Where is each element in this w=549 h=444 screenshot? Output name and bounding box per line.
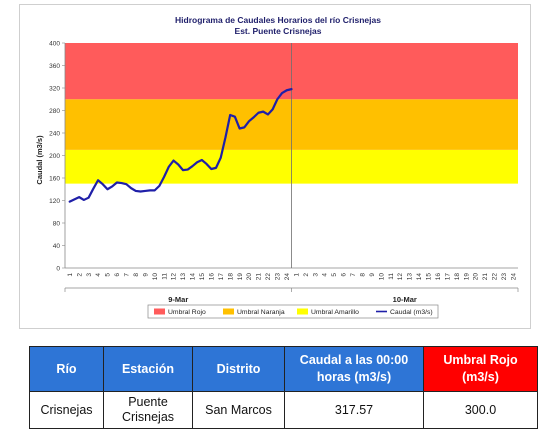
x-tick-label: 16 <box>435 273 442 281</box>
x-tick-label: 22 <box>492 273 499 281</box>
day-labels: 9-Mar 10-Mar <box>64 287 519 304</box>
header-caudal: Caudal a las 00:00 horas (m3/s) <box>284 346 424 392</box>
x-tick-label: 10 <box>152 273 159 281</box>
x-tick-label: 21 <box>256 273 263 281</box>
y-tick-label: 120 <box>49 198 60 205</box>
y-tick-label: 40 <box>53 243 61 250</box>
x-tick-label: 24 <box>510 273 517 281</box>
legend-label-umbral-amarillo: Umbral Amarillo <box>311 309 359 316</box>
x-tick-label: 9 <box>142 273 149 277</box>
summary-table: Río Estación Distrito Caudal a las 00:00… <box>29 346 538 429</box>
x-tick-label: 7 <box>350 273 357 277</box>
y-tick-label: 80 <box>53 220 61 227</box>
x-tick-label: 20 <box>473 273 480 281</box>
x-tick-label: 15 <box>199 273 206 281</box>
x-tick-label: 23 <box>275 273 282 281</box>
x-tick-label: 3 <box>86 273 93 277</box>
table-row: Crisnejas Puente Crisnejas San Marcos 31… <box>29 391 538 429</box>
x-tick-label: 19 <box>237 273 244 281</box>
legend-box <box>147 304 439 319</box>
x-tick-label: 5 <box>105 273 112 277</box>
chart-subtitle: Est. Puente Crisnejas <box>235 26 322 36</box>
x-tick-label: 11 <box>388 273 395 280</box>
y-tick-label: 280 <box>49 108 60 115</box>
chart-title: Hidrograma de Caudales Horarios del río … <box>175 15 381 25</box>
legend-swatch-umbral-amarillo <box>297 308 308 315</box>
x-tick-label: 17 <box>444 273 451 281</box>
y-tick-label: 200 <box>49 153 60 160</box>
y-axis-label: Caudal (m3/s) <box>35 135 44 185</box>
series <box>68 88 293 203</box>
x-tick-label: 17 <box>218 273 225 281</box>
x-tick-label: 12 <box>397 273 404 281</box>
legend-swatch-umbral-naranja <box>223 308 234 315</box>
header-distrito: Distrito <box>192 346 285 392</box>
x-tick-label: 20 <box>246 273 253 281</box>
x-tick-label: 2 <box>76 273 83 277</box>
day-label: 10-Mar <box>393 295 417 304</box>
x-tick-label: 10 <box>378 273 385 281</box>
x-tick-label: 7 <box>124 273 131 277</box>
hydrograph-chart: Hidrograma de Caudales Horarios del río … <box>35 15 519 319</box>
caudal-series-line <box>68 88 293 203</box>
table-header-row: Río Estación Distrito Caudal a las 00:00… <box>29 346 538 392</box>
x-tick-label: 12 <box>171 273 178 281</box>
day-label: 9-Mar <box>168 295 188 304</box>
x-tick-label: 13 <box>407 273 414 281</box>
y-tick-label: 160 <box>49 175 60 182</box>
legend: Umbral Rojo Umbral Naranja Umbral Amarillo… <box>147 304 439 319</box>
header-umbral-rojo: Umbral Rojo (m3/s) <box>423 346 538 392</box>
x-tick-label: 18 <box>454 273 461 281</box>
x-tick-label: 8 <box>359 273 366 277</box>
x-tick-label: 1 <box>67 273 74 277</box>
x-tick-label: 14 <box>190 273 197 281</box>
legend-swatch-umbral-rojo <box>154 308 165 315</box>
x-tick-label: 9 <box>369 273 376 277</box>
cell-caudal: 317.57 <box>284 391 424 429</box>
legend-label-umbral-rojo: Umbral Rojo <box>168 309 206 316</box>
x-tick-label: 24 <box>284 273 291 281</box>
x-tick-label: 3 <box>312 273 319 277</box>
x-tick-label: 6 <box>341 273 348 277</box>
x-tick-label: 23 <box>501 273 508 281</box>
cell-distrito: San Marcos <box>192 391 285 429</box>
x-tick-label: 4 <box>322 273 329 277</box>
legend-label-caudal-m-s: Caudal (m3/s) <box>390 309 433 316</box>
x-tick-label: 11 <box>161 273 168 280</box>
x-tick-label: 21 <box>482 273 489 281</box>
y-tick-label: 400 <box>49 40 60 47</box>
x-tick-label: 14 <box>416 273 423 281</box>
x-tick-label: 15 <box>426 273 433 281</box>
x-tick-label: 19 <box>463 273 470 281</box>
x-tick-label: 5 <box>331 273 338 277</box>
x-tick-label: 4 <box>95 273 102 277</box>
y-tick-label: 0 <box>56 265 60 272</box>
x-tick-label: 2 <box>303 273 310 277</box>
x-ticks: 1 2 3 4 5 6 7 8 9 10 11 12 13 14 15 16 17 18 19 20 21 22 23 24 1… <box>67 273 518 281</box>
header-rio: Río <box>29 346 104 392</box>
y-ticks: 0 40 80 120 160 200 240 280 320 360 400 <box>49 40 65 272</box>
x-tick-label: 8 <box>133 273 140 277</box>
cell-rio: Crisnejas <box>29 391 104 429</box>
cell-umbral-rojo: 300.0 <box>423 391 538 429</box>
y-tick-label: 360 <box>49 63 60 70</box>
cell-estacion: Puente Crisnejas <box>103 391 193 429</box>
x-tick-label: 6 <box>114 273 121 277</box>
x-tick-label: 1 <box>293 273 300 277</box>
x-tick-label: 18 <box>227 273 234 281</box>
legend-label-umbral-naranja: Umbral Naranja <box>237 309 285 316</box>
y-tick-label: 320 <box>49 85 60 92</box>
y-tick-label: 240 <box>49 130 60 137</box>
x-tick-label: 22 <box>265 273 272 281</box>
x-tick-label: 13 <box>180 273 187 281</box>
x-tick-label: 16 <box>208 273 215 281</box>
chart-frame: Hidrograma de Caudales Horarios del río … <box>19 4 531 329</box>
header-estacion: Estación <box>103 346 193 392</box>
